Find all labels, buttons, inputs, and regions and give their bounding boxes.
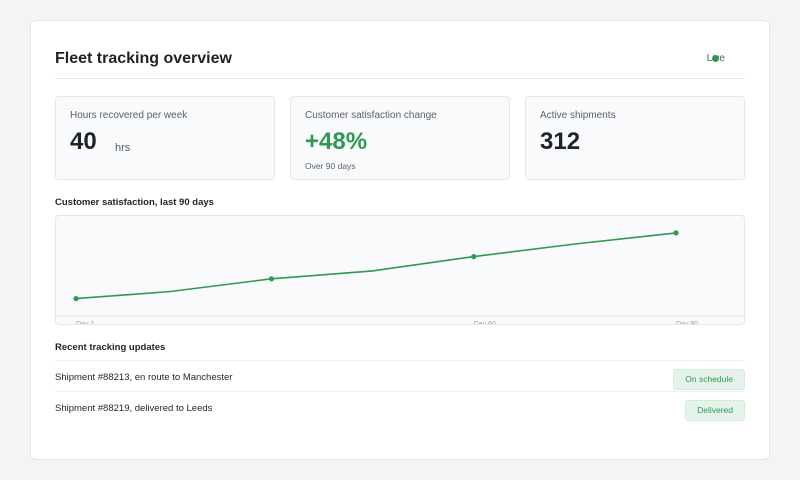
stat-label: Customer satisfaction change xyxy=(305,110,437,121)
live-dot-icon xyxy=(711,55,719,62)
updates-title: Recent tracking updates xyxy=(55,342,166,353)
stat-value: +48% xyxy=(305,128,368,155)
list-item: Shipment #88219, delivered to Leeds Deli… xyxy=(55,391,745,422)
page-title: Fleet tracking overview xyxy=(55,50,232,67)
x-tick-label: Day 90 xyxy=(676,321,698,324)
data-point xyxy=(673,230,679,236)
chart-title: Customer satisfaction, last 90 days xyxy=(55,197,214,208)
update-text: Shipment #88219, delivered to Leeds xyxy=(55,403,213,414)
live-indicator: Live xyxy=(707,53,725,64)
stat-unit: hrs xyxy=(115,142,131,154)
updates-list: Shipment #88213, en route to Manchester … xyxy=(55,360,745,422)
stat-label: Hours recovered per week xyxy=(70,110,188,121)
status-badge: Delivered xyxy=(685,400,745,421)
status-badge: On schedule xyxy=(673,369,745,390)
x-tick-label: Day 1 xyxy=(76,321,94,324)
data-point xyxy=(471,254,477,260)
chart-canvas: Day 1 Day 60 Day 90 xyxy=(56,230,744,324)
stat-label: Active shipments xyxy=(540,110,616,121)
card-header: Fleet tracking overview Live xyxy=(55,47,745,79)
x-tick-label: Day 60 xyxy=(474,321,496,324)
stat-active-shipments: Active shipments 312 xyxy=(525,96,745,180)
list-item: Shipment #88213, en route to Manchester … xyxy=(55,360,745,391)
series-line xyxy=(75,232,677,300)
stat-satisfaction-change: Customer satisfaction change +48% Over 9… xyxy=(290,96,510,180)
update-text: Shipment #88213, en route to Manchester xyxy=(55,372,233,383)
overview-card: Fleet tracking overview Live Hours recov… xyxy=(30,20,770,460)
data-point xyxy=(73,295,79,302)
stat-value: 40 xyxy=(70,128,97,155)
stat-subtext: Over 90 days xyxy=(305,161,356,171)
data-point xyxy=(268,276,275,282)
stat-hours-recovered: Hours recovered per week 40 hrs xyxy=(55,96,275,180)
satisfaction-chart: Day 1 Day 60 Day 90 xyxy=(55,215,745,325)
stat-value: 312 xyxy=(540,128,581,155)
